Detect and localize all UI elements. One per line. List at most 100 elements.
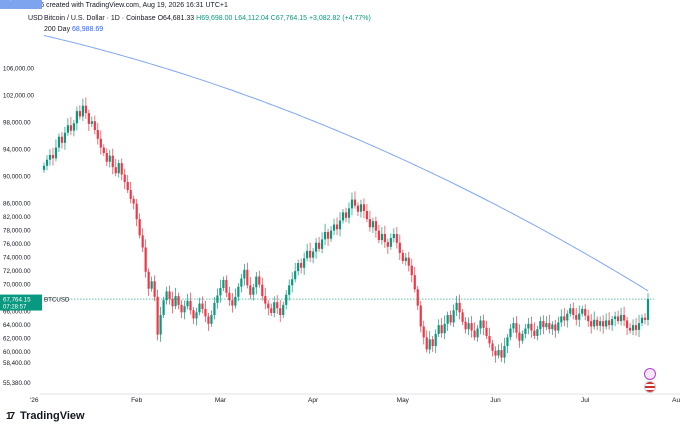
candle-body xyxy=(332,224,336,231)
candle-body xyxy=(359,204,363,212)
alert-icon[interactable] xyxy=(644,368,656,380)
candle-body xyxy=(479,320,482,329)
candle-body xyxy=(521,333,524,341)
candle-body xyxy=(228,292,231,301)
ma-200-line xyxy=(43,35,649,292)
low-value: L64,112.04 xyxy=(234,15,269,22)
candle-body xyxy=(291,279,294,286)
candle-body xyxy=(625,320,629,328)
candle-body xyxy=(297,263,300,272)
candle-body xyxy=(449,315,452,323)
candle-body xyxy=(542,321,545,328)
price-chart[interactable]: 55,380.00 58,400.00 60,000.00 62,000.00 64,0… xyxy=(0,0,680,410)
candle-body xyxy=(180,304,183,313)
candle-body xyxy=(497,350,500,356)
candle-body xyxy=(108,155,111,162)
candle-body xyxy=(219,288,222,296)
candle-body xyxy=(590,321,593,327)
candle-body xyxy=(309,250,312,258)
candle-body xyxy=(622,315,626,321)
candle-body xyxy=(566,313,569,321)
candle-body xyxy=(273,302,276,313)
candle-body xyxy=(443,323,446,334)
candle-body xyxy=(174,296,177,307)
candle-body xyxy=(195,312,198,319)
y-tick-label: 94,000.00 xyxy=(3,146,31,153)
candle-body xyxy=(204,308,207,317)
y-tick-label: 82,000.00 xyxy=(3,214,31,221)
candle-body xyxy=(72,123,76,131)
candle-body xyxy=(222,279,225,289)
candle-body xyxy=(84,105,87,114)
y-tick-label: 98,000.00 xyxy=(3,119,31,126)
candle-body xyxy=(261,284,264,297)
candle-body xyxy=(294,271,297,280)
legend-ohlc-row: Bitcoin / U.S. Dollar · 1D · Coinbase O6… xyxy=(44,13,371,24)
candle-body xyxy=(207,316,210,324)
y-tick-label: 76,000.00 xyxy=(3,241,31,248)
candle-body xyxy=(518,332,521,341)
x-tick-label: Mar xyxy=(215,397,227,404)
candle-body xyxy=(329,230,333,239)
chart-legend: Bitcoin / U.S. Dollar · 1D · Coinbase O6… xyxy=(44,13,371,35)
ma-label: 200 Day xyxy=(44,26,71,33)
candle-body xyxy=(240,278,243,287)
candle-body xyxy=(356,205,360,212)
y-tick-label: 102,000.00 xyxy=(3,92,35,99)
candle-body xyxy=(488,335,491,344)
candle-body xyxy=(440,325,443,334)
candle-body xyxy=(452,310,455,323)
candle-body xyxy=(63,132,67,143)
candle-body xyxy=(515,323,518,333)
y-tick-label: 78,000.00 xyxy=(3,227,31,234)
candle-body xyxy=(407,257,410,266)
x-tick-label: Feb xyxy=(131,397,143,404)
candle-body xyxy=(300,263,303,268)
candle-body xyxy=(485,327,488,336)
candle-body xyxy=(210,315,213,324)
countdown-label: 07:28:57 xyxy=(3,305,27,311)
candle-body xyxy=(78,111,81,117)
candle-body xyxy=(446,315,449,324)
us-flag-icon xyxy=(644,381,656,393)
candle-body xyxy=(326,231,330,239)
candle-body xyxy=(353,199,357,206)
candle-body xyxy=(395,233,398,243)
candle-body xyxy=(461,312,464,322)
y-tick-label: 58,400.00 xyxy=(3,360,31,367)
logo-text: TradingView xyxy=(20,410,85,422)
y-tick-label: 60,000.00 xyxy=(3,349,31,356)
candle-body xyxy=(216,295,219,303)
candle-body xyxy=(608,320,611,326)
candle-body xyxy=(365,211,369,220)
candle-body xyxy=(413,275,416,290)
y-tick-label: 106,000.00 xyxy=(3,65,35,72)
candle-body xyxy=(252,287,255,295)
candle-body xyxy=(428,339,431,350)
change-value: +3,082.82 (+4.77%) xyxy=(308,15,371,22)
candle-body xyxy=(410,265,413,276)
candle-body xyxy=(42,165,46,170)
candle-body xyxy=(48,154,52,160)
candle-body xyxy=(255,276,258,288)
candle-body xyxy=(530,323,533,331)
candle-body xyxy=(602,321,605,327)
candle-body xyxy=(213,302,216,316)
candle-body xyxy=(503,346,506,358)
candle-body xyxy=(425,337,428,350)
x-tick-label: Jul xyxy=(581,397,590,404)
candle-body xyxy=(643,317,647,320)
candle-body xyxy=(177,296,180,305)
candle-body xyxy=(560,316,563,323)
y-tick-label: 64,000.00 xyxy=(3,322,31,329)
candle-body xyxy=(646,299,650,320)
candle-body xyxy=(404,257,407,262)
candle-body xyxy=(628,327,632,331)
candle-body xyxy=(81,105,84,117)
candle-body xyxy=(198,303,201,313)
candle-body xyxy=(246,269,249,286)
candle-body xyxy=(314,242,318,252)
candle-body xyxy=(557,322,560,331)
candle-body xyxy=(500,350,503,358)
candle-body xyxy=(476,328,479,338)
